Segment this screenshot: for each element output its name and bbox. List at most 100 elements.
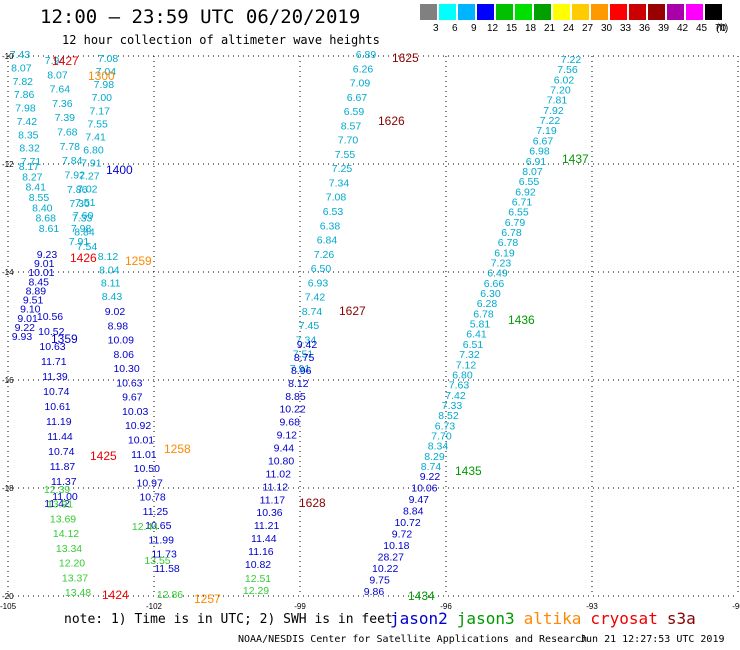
- wave-height-value: 12.44: [132, 521, 158, 533]
- wave-height-value: 8.55: [29, 192, 50, 204]
- wave-height-value: 8.84: [403, 506, 424, 518]
- wave-height-value: 10.06: [411, 483, 437, 495]
- wave-height-value: 11.99: [148, 534, 174, 546]
- wave-height-value: 11.02: [265, 468, 291, 480]
- wave-height-value: 9.42: [297, 339, 318, 351]
- wave-height-value: 8.45: [28, 276, 49, 288]
- wave-height-value: 7.56: [557, 64, 578, 76]
- wave-height-value: 10.63: [116, 377, 142, 389]
- wave-height-value: 5.81: [470, 319, 491, 331]
- wave-height-value: 7.17: [89, 105, 110, 117]
- wave-height-value: 7.42: [445, 390, 466, 402]
- wave-height-value: 8.12: [98, 251, 119, 263]
- wave-height-value: 9.86: [364, 586, 385, 598]
- wave-height-value: 11.71: [41, 356, 67, 368]
- wave-height-value: 7.71: [21, 156, 42, 168]
- wave-height-value: 10.50: [134, 463, 160, 475]
- wave-height-value: 10.52: [38, 326, 64, 338]
- wave-height-value: 9.10: [20, 304, 41, 316]
- wave-height-value: 6.53: [323, 206, 344, 218]
- pass-time-label: 1437: [562, 152, 589, 166]
- wave-height-value: 13.37: [62, 572, 88, 584]
- wave-height-value: 8.04: [99, 264, 120, 276]
- wave-height-value: 9.51: [23, 295, 44, 307]
- wave-height-value: 7.98: [94, 79, 115, 91]
- pass-time-label: 1427: [52, 54, 79, 68]
- wave-height-value: 6.26: [353, 63, 374, 75]
- legend-label: 6: [452, 23, 458, 34]
- wave-height-value: 6.93: [308, 277, 329, 289]
- wave-height-value: 13.91: [47, 499, 73, 511]
- wave-height-value: 8.07: [11, 62, 32, 74]
- wave-height-value: 8.40: [32, 202, 53, 214]
- legend-label: 39: [658, 23, 670, 34]
- wave-height-value: 6.55: [519, 176, 540, 188]
- wave-height-value: 10.61: [44, 401, 70, 413]
- wave-height-value: 7.22: [540, 115, 561, 127]
- wave-height-value: 7.82: [13, 76, 34, 88]
- legend-unit: (ft): [716, 23, 729, 34]
- wave-height-value: 13.34: [56, 543, 82, 555]
- wave-height-value: 11.37: [51, 476, 77, 488]
- wave-height-value: 10.18: [383, 540, 409, 552]
- wave-height-value: 9.22: [420, 471, 441, 483]
- wave-height-value: 9.93: [12, 331, 33, 343]
- wave-height-value: 8.85: [285, 391, 306, 403]
- wave-height-value: 7.12: [456, 359, 477, 371]
- wave-height-value: 10.56: [37, 311, 63, 323]
- legend-label: 21: [544, 23, 556, 34]
- lat-lon-grid: [7, 55, 739, 597]
- wave-height-value: 7.04: [96, 66, 117, 78]
- wave-height-value: 10.22: [372, 563, 398, 575]
- wave-height-value: 7.54: [77, 241, 98, 253]
- wave-height-value: 6.38: [320, 220, 341, 232]
- wave-height-value: 9.22: [15, 322, 36, 334]
- wave-height-value: 13.48: [65, 587, 91, 599]
- wave-height-value: 12.86: [157, 589, 183, 601]
- x-tick-label: -99: [294, 602, 306, 611]
- wave-height-value: 7.98: [71, 223, 92, 235]
- wave-height-value: 7.92: [64, 170, 85, 182]
- legend-swatch: [534, 4, 551, 20]
- altimeter-tracks: 7.438.077.827.867.987.428.358.327.718.17…: [10, 49, 582, 601]
- wave-height-value: 7.32: [459, 349, 480, 361]
- wave-height-value: 8.98: [108, 320, 129, 332]
- wave-height-value: 10.65: [145, 520, 171, 532]
- wave-height-value: 6.59: [344, 106, 365, 118]
- wave-height-value: 8.74: [421, 461, 442, 473]
- wave-height-value: 8.96: [291, 365, 312, 377]
- wave-height-value: 6.78: [501, 227, 522, 239]
- axis-ticks: -105 -102 -99 -96 -93 -90 -10 -12 -14 -16 -18 -20: [0, 52, 740, 611]
- wave-height-value: 7.55: [87, 118, 108, 130]
- pass-time-label: 1359: [51, 332, 78, 346]
- wave-height-value: 6.55: [508, 207, 529, 219]
- wave-height-value: 6.80: [452, 369, 473, 381]
- wave-height-value: 13.69: [50, 513, 76, 525]
- wave-height-value: 8.34: [428, 441, 449, 453]
- wave-height-value: 8.27: [22, 171, 43, 183]
- wave-height-value: 11.73: [151, 549, 177, 561]
- x-tick-label: -90: [732, 602, 740, 611]
- wave-height-value: 10.30: [113, 363, 139, 375]
- wave-height-value: 6.50: [311, 263, 332, 275]
- wave-height-value: 9.01: [34, 258, 55, 270]
- legend-swatch: [420, 4, 437, 20]
- wave-height-value: 6.78: [498, 237, 519, 249]
- wave-height-value: 6.73: [435, 420, 456, 432]
- pass-time-label: 1259: [125, 254, 152, 268]
- wave-height-value: 7.98: [15, 103, 36, 115]
- wave-height-value: 8.61: [39, 223, 60, 235]
- wave-height-value: 10.74: [43, 386, 69, 398]
- wave-height-value: 8.07: [522, 166, 543, 178]
- legend-swatch: [553, 4, 570, 20]
- wave-height-value: 7.64: [50, 84, 71, 96]
- wave-height-value: 8.07: [47, 69, 68, 81]
- wave-height-value: 10.82: [245, 559, 271, 571]
- wave-height-value: 6.84: [317, 235, 338, 247]
- wave-height-value: 11.19: [46, 416, 72, 428]
- wave-height-value: 7.45: [299, 320, 320, 332]
- wave-height-value: 7.91: [69, 236, 90, 248]
- legend-label: 70: [715, 23, 727, 34]
- wave-height-value: 6.91: [526, 156, 547, 168]
